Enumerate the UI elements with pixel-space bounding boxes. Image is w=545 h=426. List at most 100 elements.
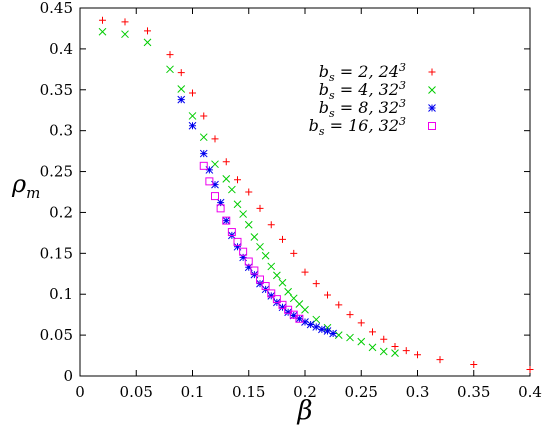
data-point [199, 161, 208, 170]
data-point [312, 280, 320, 288]
x-tick-label: 0.35 [457, 383, 490, 401]
data-point [189, 89, 196, 97]
data-point [233, 200, 242, 209]
data-point [295, 314, 304, 323]
data-point [239, 253, 247, 262]
data-point [121, 18, 129, 26]
data-point [216, 198, 225, 207]
x-tick-label: 0.3 [406, 383, 430, 401]
data-point [256, 242, 264, 251]
data-point [144, 27, 151, 35]
data-point [222, 216, 231, 225]
data-point [273, 271, 281, 280]
data-point [188, 112, 197, 120]
data-point [312, 315, 321, 324]
data-point [256, 279, 264, 288]
data-point [301, 318, 309, 326]
y-tick-label: 0.4 [49, 40, 73, 58]
data-point [99, 16, 106, 24]
data-point [357, 337, 366, 346]
data-point [295, 314, 304, 323]
data-point [250, 270, 259, 279]
data-point [279, 235, 286, 243]
data-point [244, 220, 253, 229]
data-point [250, 266, 259, 275]
data-point [222, 175, 231, 183]
data-point [222, 158, 230, 166]
axis-ticks: 0 0.05 0.1 0.15 0.2 0.25 0.3 0.35 0.4 0 0.05 0.1 0.1… [40, 0, 542, 401]
data-point [199, 133, 208, 142]
data-point [228, 185, 236, 194]
legend-label-superscript: 3 [399, 79, 406, 92]
data-point [177, 85, 186, 93]
legend-label-rest: = 2, 24 [335, 62, 399, 81]
data-point [261, 251, 270, 260]
legend-label: bs = 16, 323 [309, 115, 406, 138]
data-point [188, 121, 197, 130]
data-point [414, 351, 421, 359]
x-tick-label: 0.2 [293, 383, 317, 401]
legend-label-main: b [319, 80, 329, 99]
data-point [233, 237, 242, 246]
y-tick-label: 0.25 [40, 163, 73, 181]
data-point [211, 135, 219, 143]
data-point [222, 216, 231, 225]
y-tick-label: 0.15 [40, 244, 73, 262]
data-point [329, 329, 337, 338]
data-point [239, 247, 248, 256]
legend-label-main: b [319, 62, 329, 81]
data-point [278, 303, 287, 312]
data-point [290, 249, 298, 257]
data-point [470, 361, 478, 369]
legend-label-superscript: 3 [399, 115, 406, 128]
data-point [346, 311, 354, 319]
data-point [261, 282, 270, 291]
data-point [239, 210, 247, 218]
data-point [234, 176, 241, 184]
series-4 [199, 161, 304, 323]
data-point [227, 228, 236, 237]
data-point [245, 188, 253, 196]
legend-label-rest: = 16, 32 [325, 116, 399, 135]
data-point [312, 323, 321, 331]
data-point [306, 320, 315, 329]
x-tick-label: 0.1 [181, 383, 205, 401]
data-point [256, 204, 264, 212]
data-point [324, 291, 331, 299]
data-point [216, 204, 225, 213]
data-point [436, 356, 444, 364]
data-point [391, 343, 399, 351]
data-point [379, 347, 388, 356]
x-tick-label: 0 [75, 383, 85, 401]
data-point [334, 331, 343, 339]
data-point [526, 365, 534, 373]
data-point [380, 335, 388, 343]
data-point [369, 328, 376, 336]
legend-label-superscript: 3 [399, 61, 406, 74]
legend-label-subscript: s [329, 89, 335, 102]
data-point [289, 311, 298, 320]
y-axis-label-subscript: m [26, 184, 40, 202]
y-tick-label: 0.35 [40, 81, 73, 99]
data-point [301, 305, 309, 314]
data-point [166, 65, 174, 74]
data-point [233, 242, 242, 251]
legend-label-main: b [309, 116, 319, 135]
legend-label-superscript: 3 [399, 97, 406, 110]
data-point [199, 149, 208, 158]
y-tick-label: 0.45 [40, 0, 73, 17]
data-point [284, 305, 293, 314]
x-axis-label: β [296, 396, 312, 426]
data-point [267, 262, 276, 271]
series-1 [99, 16, 534, 373]
data-point [98, 27, 107, 36]
data-point [267, 289, 276, 298]
data-point [267, 221, 275, 229]
data-point [121, 30, 129, 39]
legend-marker [428, 122, 436, 130]
y-tick-label: 0.05 [40, 326, 73, 344]
data-point [278, 300, 287, 309]
y-axis-label-main: ρ [11, 170, 26, 198]
